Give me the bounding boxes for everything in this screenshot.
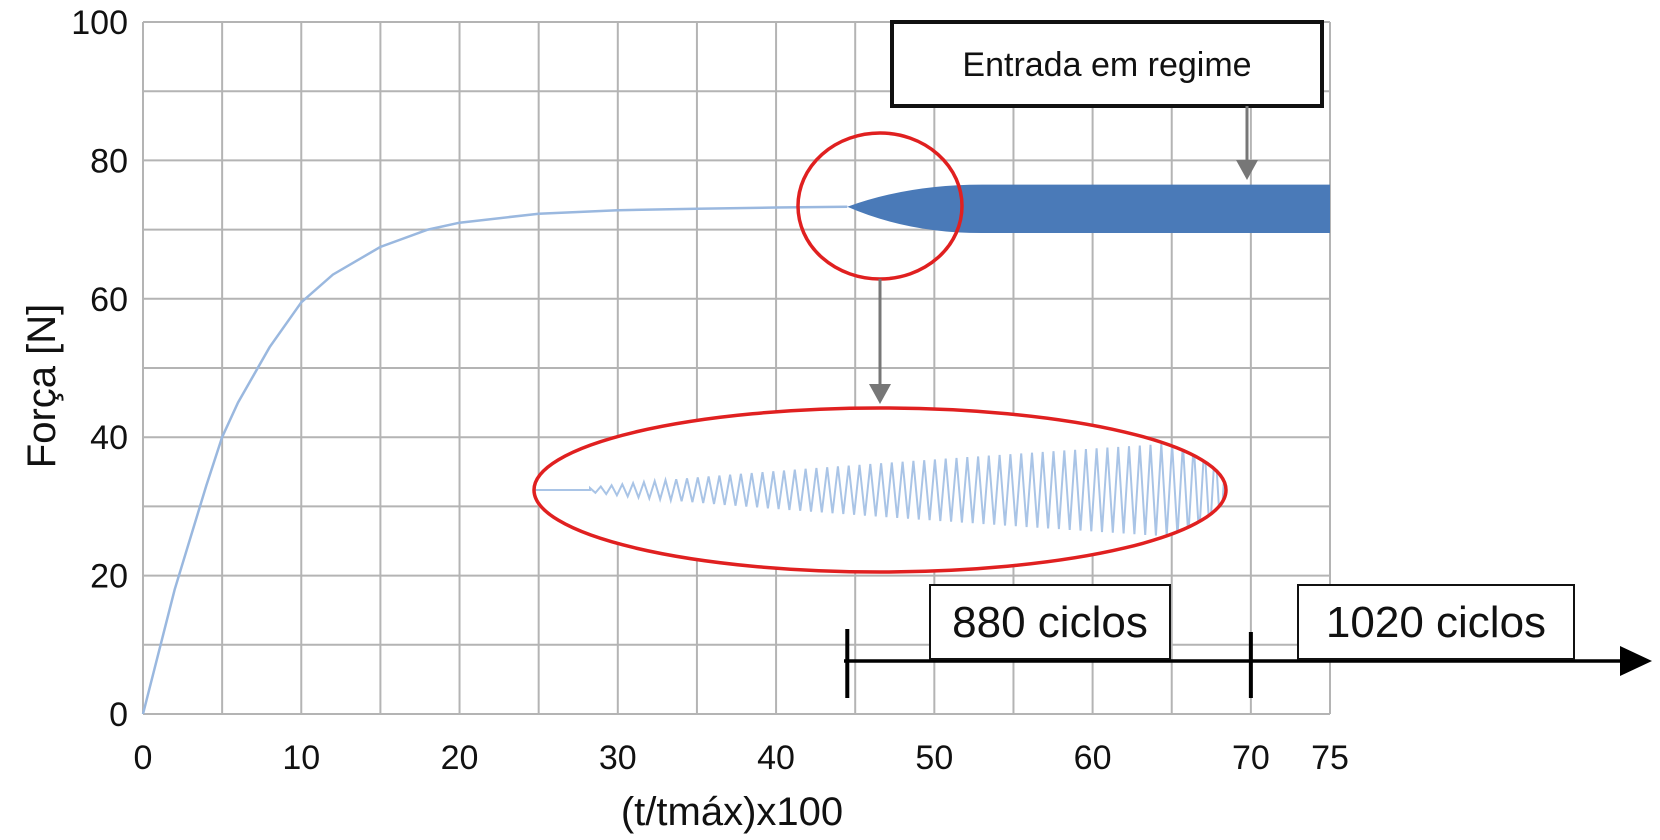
x-tick-label: 20	[441, 739, 479, 777]
y-tick-label: 100	[71, 4, 128, 42]
y-tick-label: 20	[90, 558, 128, 596]
zoom-inset-background	[534, 408, 1226, 572]
oscillation-band	[847, 184, 1330, 234]
steady-state-label: Entrada em regime	[962, 46, 1251, 84]
zoom-inset-border	[532, 406, 1228, 574]
force-curve	[141, 205, 848, 715]
steady-state-box	[890, 20, 1324, 108]
x-tick-label: 70	[1232, 739, 1270, 777]
y-tick-label: 40	[90, 419, 128, 457]
y-tick-label: 0	[109, 696, 128, 734]
y-axis-label: Força [N]	[20, 304, 64, 468]
x-tick-label: 50	[915, 739, 953, 777]
x-tick-label: 0	[134, 739, 153, 777]
x-tick-label: 75	[1311, 739, 1349, 777]
chart-grid	[142, 21, 1331, 715]
x-tick-label: 10	[282, 739, 320, 777]
cycles-label-first: 880 ciclos	[952, 598, 1148, 647]
x-axis-label: (t/tmáx)x100	[621, 790, 843, 834]
cycles-label-second: 1020 ciclos	[1326, 598, 1546, 647]
x-tick-label: 30	[599, 739, 637, 777]
timeline-arrow-head	[1620, 646, 1652, 676]
zoom-inset-oscillation	[534, 443, 1226, 537]
x-tick-label: 60	[1074, 739, 1112, 777]
y-tick-label: 80	[90, 142, 128, 180]
steady-state-arrow-head	[1236, 160, 1258, 180]
cycles-box-first	[929, 584, 1171, 660]
cycles-box-second	[1297, 584, 1575, 660]
x-tick-label: 40	[757, 739, 795, 777]
axis-ticks: 0 10 20 30 40 50 60 70 75 0 20 40 60 80 100	[71, 4, 1349, 777]
y-tick-label: 60	[90, 281, 128, 319]
cycles-timeline: 880 ciclos 1020 ciclos	[844, 584, 1652, 698]
zoom-inset	[532, 406, 1228, 574]
zoom-arrow-head	[869, 384, 891, 404]
